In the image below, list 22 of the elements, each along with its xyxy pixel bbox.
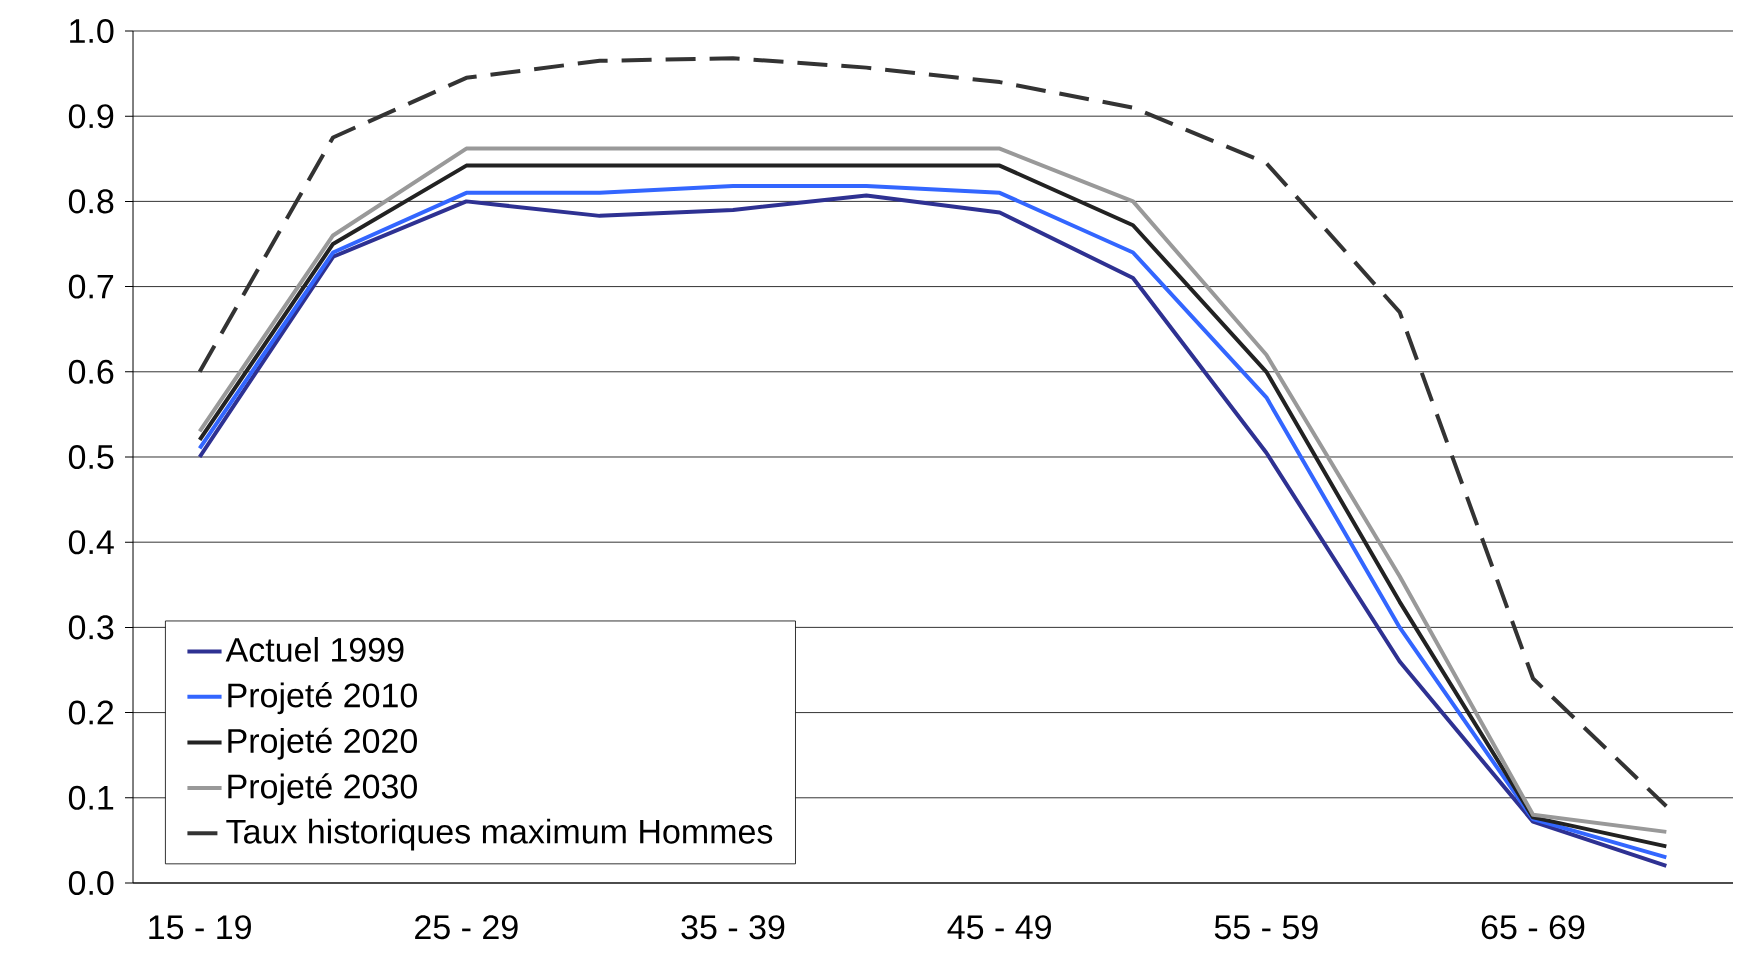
legend-label: Actuel 1999 (225, 636, 404, 662)
legend-label: Projeté 2020 (228, 727, 417, 760)
y-tick-label: 0.0 (68, 870, 114, 896)
y-tick-label: 0.3 (68, 615, 114, 640)
legend-label: Projeté 2010 (228, 682, 417, 715)
x-tick-label: 65 - 69 (1481, 915, 1585, 940)
y-tick-label: 0.1 (68, 785, 114, 810)
y-tick-label: 0.8 (68, 189, 114, 214)
y-tick-label: 0.7 (68, 274, 114, 299)
x-tick-label: 35 - 39 (681, 915, 785, 940)
y-tick-label: 1.0 (70, 18, 114, 44)
y-tick-label: 0.9 (68, 104, 114, 129)
legend-label: Taux historiques maximum Hommes (226, 818, 773, 851)
y-tick-label: 0.4 (68, 530, 114, 555)
legend-label: Projeté 2030 (228, 773, 417, 806)
y-tick-label: 0.2 (68, 700, 114, 725)
x-tick-label: 25 - 29 (415, 915, 518, 940)
x-tick-label: 15 - 19 (149, 915, 251, 940)
y-tick-label: 0.5 (68, 444, 114, 470)
x-tick-label: 55 - 59 (1214, 915, 1318, 940)
x-tick-label: 45 - 49 (947, 915, 1051, 940)
y-tick-label: 0.6 (68, 359, 114, 384)
